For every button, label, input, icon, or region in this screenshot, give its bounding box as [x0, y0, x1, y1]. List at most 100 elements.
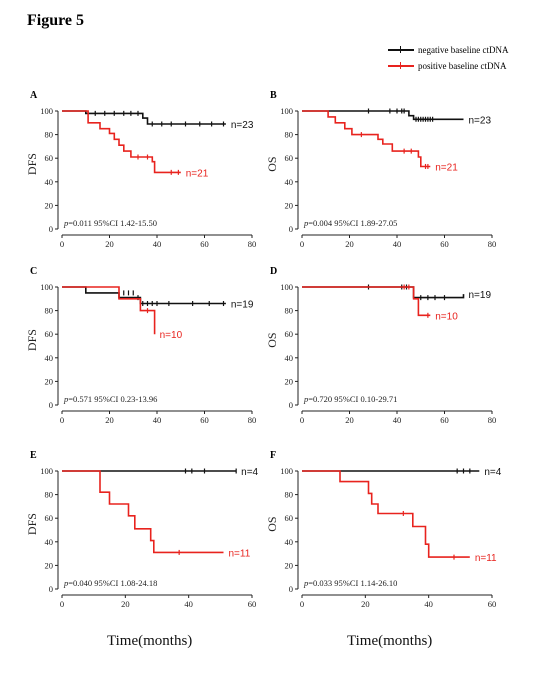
series-label: n=23: [231, 120, 254, 131]
y-tick-label: 80: [45, 306, 54, 316]
y-tick-label: 0: [49, 584, 53, 594]
y-tick-label: 100: [40, 282, 53, 292]
y-tick-label: 0: [289, 584, 293, 594]
y-axis-label: DFS: [25, 153, 39, 175]
p-value-annotation: p=0.040 95%CI 1.08-24.18: [63, 578, 157, 588]
x-tick-label: 20: [345, 239, 354, 249]
y-tick-label: 80: [285, 490, 294, 500]
x-tick-label: 0: [60, 599, 64, 609]
legend-swatch-positive: [388, 61, 414, 71]
p-value-annotation: p=0.720 95%CI 0.10-29.71: [303, 394, 397, 404]
y-tick-label: 20: [45, 376, 54, 386]
y-tick-label: 40: [45, 177, 54, 187]
x-tick-label: 60: [248, 599, 257, 609]
y-tick-label: 80: [285, 130, 294, 140]
km-plot-a: A DFS 0 20 40 60 80 100 0 20 40 60 80 n=23 n=21 p=0.011…: [25, 90, 257, 249]
series-label: n=4: [484, 467, 501, 478]
p-value-annotation: p=0.011 95%CI 1.42-15.50: [63, 218, 157, 228]
y-tick-label: 60: [45, 329, 54, 339]
survival-curve: [302, 110, 464, 121]
series-label: n=21: [186, 168, 209, 179]
x-tick-label: 80: [248, 415, 257, 425]
x-tick-label: 80: [488, 415, 497, 425]
panel-letter: F: [270, 450, 276, 461]
series-label: n=11: [229, 548, 251, 559]
y-tick-label: 100: [280, 466, 293, 476]
x-axis-title-right: Time(months): [347, 633, 433, 649]
y-tick-label: 0: [49, 400, 53, 410]
x-tick-label: 20: [105, 415, 114, 425]
panel-f: F OS 0 20 40 60 80 100 0 20 40 60 n=4 n=11 p=0.033 95%…: [265, 450, 505, 612]
panel-letter: C: [30, 266, 37, 277]
x-tick-label: 80: [248, 239, 257, 249]
x-tick-label: 40: [184, 599, 193, 609]
km-plot-d: D OS 0 20 40 60 80 100 0 20 40 60 80 n=19 n=10 p=0.720 …: [265, 266, 497, 425]
survival-curve: [62, 286, 226, 305]
x-tick-label: 40: [424, 599, 433, 609]
y-tick-label: 20: [285, 200, 294, 210]
x-tick-label: 80: [488, 239, 497, 249]
x-tick-label: 20: [361, 599, 370, 609]
legend-item-negative: negative baseline ctDNA: [388, 42, 508, 58]
y-tick-label: 40: [285, 353, 294, 363]
y-tick-label: 60: [45, 153, 54, 163]
y-tick-label: 80: [285, 306, 294, 316]
y-tick-label: 100: [280, 106, 293, 116]
y-axis-label: OS: [265, 156, 279, 171]
x-tick-label: 60: [440, 415, 449, 425]
p-value-annotation: p=0.571 95%CI 0.23-13.96: [63, 394, 157, 404]
km-plot-f: F OS 0 20 40 60 80 100 0 20 40 60 n=4 n=11 p=0.033 95%…: [265, 450, 502, 609]
survival-curve: [302, 110, 431, 168]
series-label: n=11: [475, 553, 497, 564]
y-tick-label: 20: [45, 560, 54, 570]
y-tick-label: 60: [285, 513, 294, 523]
series-label: n=23: [469, 115, 492, 126]
x-tick-label: 60: [488, 599, 497, 609]
y-tick-label: 60: [45, 513, 54, 523]
y-tick-label: 0: [289, 400, 293, 410]
y-tick-label: 20: [285, 376, 294, 386]
p-value-annotation: p=0.004 95%CI 1.89-27.05: [303, 218, 397, 228]
panel-e: E DFS 0 20 40 60 80 100 0 20 40 60 n=4 n=11 p=0.040 95…: [25, 450, 265, 612]
km-plot-c: C DFS 0 20 40 60 80 100 0 20 40 60 80 n=19 n=10 p=0.571…: [25, 266, 257, 425]
panel-b: B OS 0 20 40 60 80 100 0 20 40 60 80 n=23 n=21 p=0.004 …: [265, 90, 505, 252]
x-tick-label: 20: [345, 415, 354, 425]
legend-item-positive: positive baseline ctDNA: [388, 58, 508, 74]
x-tick-label: 0: [300, 415, 304, 425]
panel-a: A DFS 0 20 40 60 80 100 0 20 40 60 80 n=23 n=21 p=0.011…: [25, 90, 265, 252]
figure-title: Figure 5: [27, 12, 85, 29]
survival-curve: [62, 286, 156, 335]
series-label: n=21: [435, 162, 458, 173]
y-tick-label: 100: [280, 282, 293, 292]
survival-curve: [62, 110, 181, 174]
series-label: n=10: [435, 311, 458, 322]
y-axis-label: DFS: [25, 513, 39, 535]
y-tick-label: 80: [45, 130, 54, 140]
y-tick-label: 100: [40, 466, 53, 476]
y-tick-label: 100: [40, 106, 53, 116]
y-axis-label: DFS: [25, 329, 39, 351]
panel-c: C DFS 0 20 40 60 80 100 0 20 40 60 80 n=19 n=10 p=0.571…: [25, 266, 265, 428]
x-axis-title-left: Time(months): [107, 633, 193, 649]
p-value-annotation: p=0.033 95%CI 1.14-26.10: [303, 578, 397, 588]
legend-label-positive: positive baseline ctDNA: [418, 61, 507, 71]
y-tick-label: 40: [285, 177, 294, 187]
y-axis-label: OS: [265, 516, 279, 531]
y-tick-label: 80: [45, 490, 54, 500]
x-tick-label: 0: [60, 239, 64, 249]
y-tick-label: 0: [289, 224, 293, 234]
y-tick-label: 60: [285, 329, 294, 339]
x-tick-label: 40: [393, 239, 402, 249]
survival-curve: [302, 286, 465, 299]
survival-curve: [302, 470, 470, 558]
x-tick-label: 60: [200, 239, 209, 249]
y-tick-label: 0: [49, 224, 53, 234]
x-tick-label: 60: [440, 239, 449, 249]
y-tick-label: 40: [285, 537, 294, 547]
x-tick-label: 40: [153, 239, 162, 249]
series-label: n=10: [160, 330, 183, 341]
y-tick-label: 40: [45, 537, 54, 547]
x-tick-label: 20: [105, 239, 114, 249]
panel-letter: A: [30, 90, 38, 101]
survival-curve: [62, 470, 224, 554]
